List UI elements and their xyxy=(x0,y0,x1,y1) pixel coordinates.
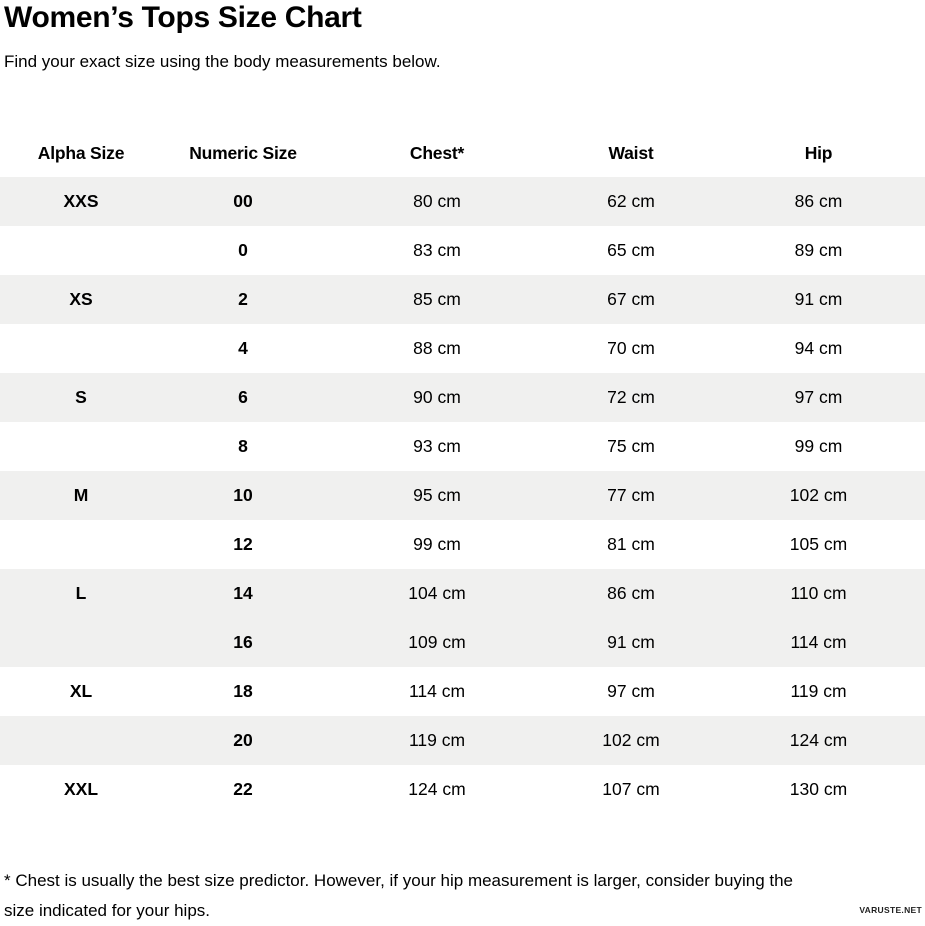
table-row: L 14 104 cm 86 cm 110 cm xyxy=(0,569,925,618)
chest-cell: 114 cm xyxy=(408,681,466,701)
column-header-chest: Chest* xyxy=(409,142,465,163)
waist-cell: 77 cm xyxy=(607,485,655,505)
table-row: S 6 90 cm 72 cm 97 cm xyxy=(0,373,925,422)
hip-cell: 99 cm xyxy=(794,436,843,456)
table-row: XXL 22 124 cm 107 cm 130 cm xyxy=(0,765,925,814)
hip-cell: 97 cm xyxy=(794,387,843,407)
numeric-size-cell: 4 xyxy=(238,338,248,358)
numeric-size-cell: 14 xyxy=(233,583,253,603)
hip-cell: 124 cm xyxy=(789,730,848,750)
watermark: VARUSTE.NET xyxy=(859,905,922,915)
chest-cell: 90 cm xyxy=(413,387,461,407)
table-row: XL 18 114 cm 97 cm 119 cm xyxy=(0,667,925,716)
hip-cell: 91 cm xyxy=(794,289,843,309)
waist-cell: 67 cm xyxy=(607,289,655,309)
footnote-line-2: size indicated for your hips. xyxy=(4,901,210,920)
chest-cell: 88 cm xyxy=(413,338,461,358)
waist-cell: 97 cm xyxy=(607,681,655,701)
alpha-size-cell xyxy=(0,324,162,373)
table-row: 0 83 cm 65 cm 89 cm xyxy=(0,226,925,275)
table-row: 4 88 cm 70 cm 94 cm xyxy=(0,324,925,373)
alpha-size-cell: XS xyxy=(69,289,93,309)
chest-cell: 99 cm xyxy=(413,534,461,554)
chest-cell: 109 cm xyxy=(408,632,466,652)
waist-cell: 72 cm xyxy=(607,387,655,407)
numeric-size-cell: 12 xyxy=(233,534,253,554)
waist-cell: 102 cm xyxy=(602,730,660,750)
table-row: 8 93 cm 75 cm 99 cm xyxy=(0,422,925,471)
size-table: Alpha Size Numeric Size Chest* Waist Hip… xyxy=(0,129,925,814)
alpha-size-cell: XXL xyxy=(63,779,99,799)
waist-cell: 107 cm xyxy=(602,779,660,799)
hip-cell: 89 cm xyxy=(794,240,843,260)
column-header-numeric-size: Numeric Size xyxy=(189,142,297,163)
numeric-size-cell: 8 xyxy=(238,436,248,456)
numeric-size-cell: 18 xyxy=(233,681,253,701)
table-header-row: Alpha Size Numeric Size Chest* Waist Hip xyxy=(0,129,925,177)
hip-cell: 110 cm xyxy=(790,583,847,603)
table-row: M 10 95 cm 77 cm 102 cm xyxy=(0,471,925,520)
table-row: XXS 00 80 cm 62 cm 86 cm xyxy=(0,177,925,226)
waist-cell: 81 cm xyxy=(607,534,655,554)
alpha-size-cell xyxy=(0,422,162,471)
chest-cell: 80 cm xyxy=(413,191,461,211)
chest-cell: 93 cm xyxy=(413,436,461,456)
table-row: 20 119 cm 102 cm 124 cm xyxy=(0,716,925,765)
table-row: 16 109 cm 91 cm 114 cm xyxy=(0,618,925,667)
hip-cell: 102 cm xyxy=(789,485,848,505)
alpha-size-cell: L xyxy=(75,583,87,603)
alpha-size-cell xyxy=(0,618,162,667)
page-title: Women’s Tops Size Chart xyxy=(4,1,362,34)
hip-cell: 119 cm xyxy=(790,681,847,701)
numeric-size-cell: 0 xyxy=(238,240,248,260)
column-header-hip: Hip xyxy=(804,142,833,163)
chest-cell: 85 cm xyxy=(413,289,461,309)
hip-cell: 114 cm xyxy=(790,632,847,652)
hip-cell: 86 cm xyxy=(794,191,843,211)
size-table-body: XXS 00 80 cm 62 cm 86 cm 0 83 cm 65 cm 89 cm XS 2 8… xyxy=(0,177,925,814)
numeric-size-cell: 2 xyxy=(238,289,248,309)
alpha-size-cell xyxy=(0,226,162,275)
alpha-size-cell: M xyxy=(73,485,89,505)
alpha-size-cell: S xyxy=(75,387,87,407)
chest-cell: 119 cm xyxy=(408,730,466,750)
chest-cell: 83 cm xyxy=(413,240,461,260)
hip-cell: 94 cm xyxy=(794,338,843,358)
page-subtitle: Find your exact size using the body meas… xyxy=(4,52,441,71)
chest-cell: 104 cm xyxy=(408,583,466,603)
alpha-size-cell xyxy=(0,716,162,765)
waist-cell: 75 cm xyxy=(607,436,655,456)
waist-cell: 70 cm xyxy=(607,338,655,358)
footnote-line-1: * Chest is usually the best size predict… xyxy=(4,871,793,890)
numeric-size-cell: 00 xyxy=(233,191,253,211)
waist-cell: 62 cm xyxy=(607,191,655,211)
footnote: * Chest is usually the best size predict… xyxy=(0,814,925,926)
alpha-size-cell: XL xyxy=(69,681,93,701)
numeric-size-cell: 22 xyxy=(233,779,253,799)
waist-cell: 65 cm xyxy=(607,240,655,260)
table-row: 12 99 cm 81 cm 105 cm xyxy=(0,520,925,569)
numeric-size-cell: 20 xyxy=(233,730,253,750)
alpha-size-cell: XXS xyxy=(63,191,99,211)
hip-cell: 105 cm xyxy=(789,534,848,554)
alpha-size-cell xyxy=(0,520,162,569)
column-header-alpha-size: Alpha Size xyxy=(37,142,125,163)
chest-cell: 95 cm xyxy=(413,485,461,505)
numeric-size-cell: 6 xyxy=(238,387,248,407)
hip-cell: 130 cm xyxy=(789,779,848,799)
waist-cell: 91 cm xyxy=(607,632,655,652)
column-header-waist: Waist xyxy=(608,142,654,163)
numeric-size-cell: 16 xyxy=(233,632,253,652)
waist-cell: 86 cm xyxy=(607,583,655,603)
numeric-size-cell: 10 xyxy=(233,485,253,505)
chest-cell: 124 cm xyxy=(408,779,466,799)
table-row: XS 2 85 cm 67 cm 91 cm xyxy=(0,275,925,324)
